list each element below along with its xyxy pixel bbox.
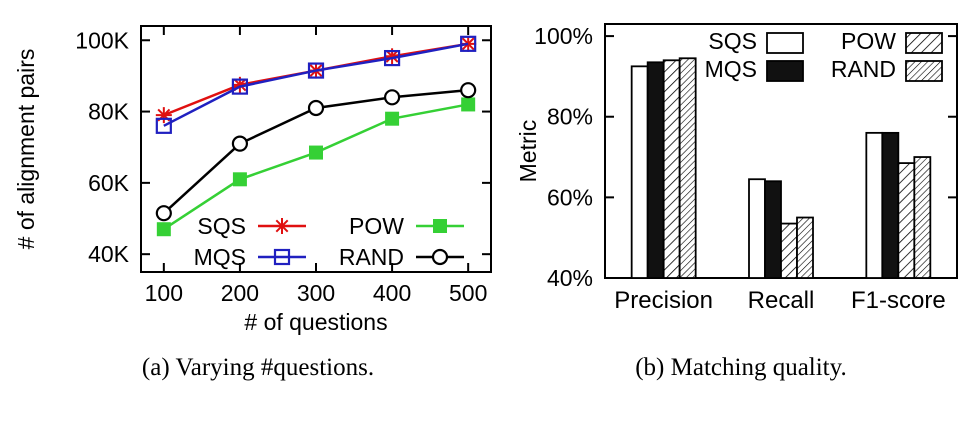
series-line bbox=[163, 42, 469, 127]
legend-label: MQS bbox=[194, 244, 246, 270]
legend-swatch bbox=[905, 32, 943, 54]
bar-chart-figure: 40% 60% 80% 100% Precision Recall F1-score SQS M… bbox=[510, 8, 972, 422]
line-chart-caption: (a) Varying #questions. bbox=[141, 354, 375, 381]
legend-entry-MQS: MQS bbox=[194, 244, 306, 270]
legend-entry-RAND: RAND bbox=[831, 56, 943, 82]
bar bbox=[913, 156, 932, 279]
axis-tick-labels: 100 200 300 400 500 40K 60K 80K 100K bbox=[75, 27, 487, 306]
y-tick-label: 40% bbox=[547, 265, 593, 291]
y-tick-label: 100% bbox=[534, 23, 593, 49]
bar bbox=[865, 131, 884, 279]
category-label: Precision bbox=[614, 287, 713, 314]
legend-label: SQS bbox=[708, 28, 757, 54]
open-square-marker bbox=[460, 35, 477, 52]
legend: SQS MQS POW RAND bbox=[194, 213, 464, 270]
filled-square-marker bbox=[156, 222, 171, 237]
filled-square-marker bbox=[385, 111, 400, 126]
open-circle-marker bbox=[460, 82, 477, 99]
y-axis-label: Metric bbox=[515, 120, 541, 183]
open-square-marker bbox=[273, 248, 291, 266]
bar bbox=[881, 131, 900, 279]
y-tick-label: 60K bbox=[88, 170, 130, 196]
bar bbox=[678, 57, 697, 279]
category-label: F1-score bbox=[851, 287, 946, 314]
axis-tick-labels: 40% 60% 80% 100% Precision Recall F1-score bbox=[534, 23, 946, 314]
line-chart-figure: 100 200 300 400 500 40K 60K 80K 100K SQS MQS POW RAN… bbox=[6, 8, 510, 422]
series-MQS bbox=[155, 35, 477, 134]
line-chart: 100 200 300 400 500 40K 60K 80K 100K SQS MQS POW RAN… bbox=[13, 25, 492, 335]
y-tick-label: 100K bbox=[75, 27, 129, 53]
open-square-marker bbox=[155, 117, 172, 134]
x-axis-label: # of questions bbox=[244, 309, 387, 335]
open-circle-marker bbox=[383, 89, 401, 106]
y-tick-label: 80% bbox=[547, 104, 593, 130]
bar bbox=[662, 59, 681, 279]
legend-swatch bbox=[766, 32, 804, 54]
bar bbox=[796, 216, 814, 279]
bar bbox=[764, 180, 782, 279]
star-marker bbox=[155, 107, 172, 124]
bars-POW bbox=[662, 59, 916, 279]
bar bbox=[748, 178, 766, 279]
axis-ticks bbox=[605, 35, 957, 279]
open-circle-marker bbox=[231, 135, 249, 152]
open-circle-marker bbox=[307, 99, 325, 117]
x-tick-label: 100 bbox=[145, 280, 183, 306]
legend-entry-RAND: RAND bbox=[339, 244, 464, 270]
star-marker bbox=[274, 218, 290, 234]
series-RAND bbox=[155, 82, 477, 222]
legend-label: RAND bbox=[339, 244, 404, 270]
x-tick-label: 400 bbox=[373, 280, 411, 306]
open-square-marker bbox=[231, 78, 249, 95]
y-axis-label: # of alignment pairs bbox=[13, 49, 39, 250]
bars-MQS bbox=[646, 61, 900, 279]
x-tick-label: 200 bbox=[221, 280, 259, 306]
legend-entry-SQS: SQS bbox=[197, 213, 306, 239]
legend-label: SQS bbox=[197, 213, 246, 239]
x-tick-label: 300 bbox=[297, 280, 335, 306]
open-square-marker bbox=[383, 49, 401, 67]
bars-RAND bbox=[678, 57, 932, 279]
x-tick-label: 500 bbox=[449, 280, 487, 306]
bar bbox=[630, 65, 649, 279]
legend-label: POW bbox=[841, 28, 896, 54]
open-square-marker bbox=[307, 62, 325, 79]
y-tick-label: 60% bbox=[547, 184, 593, 210]
open-circle-marker bbox=[155, 205, 172, 222]
legend-entry-MQS: MQS bbox=[705, 56, 804, 82]
legend-swatch bbox=[766, 60, 804, 82]
filled-square-marker bbox=[461, 97, 476, 112]
open-circle-marker bbox=[431, 248, 449, 266]
axis-ticks bbox=[141, 26, 491, 272]
bar-chart-caption: (b) Matching quality. bbox=[635, 354, 847, 381]
bar bbox=[897, 162, 916, 279]
filled-square-marker bbox=[309, 145, 323, 160]
series-POW bbox=[156, 97, 476, 237]
category-label: Recall bbox=[748, 287, 815, 314]
bar bbox=[646, 61, 665, 279]
filled-square-marker bbox=[433, 219, 447, 233]
legend-entry-POW: POW bbox=[349, 213, 464, 239]
y-tick-label: 40K bbox=[88, 241, 130, 267]
y-tick-label: 80K bbox=[88, 99, 130, 125]
legend-label: MQS bbox=[705, 56, 757, 82]
bar bbox=[780, 222, 798, 279]
legend-label: RAND bbox=[831, 56, 896, 82]
series-line bbox=[163, 103, 469, 231]
legend-label: POW bbox=[349, 213, 404, 239]
legend-entry-POW: POW bbox=[841, 28, 943, 54]
legend-swatch bbox=[905, 60, 943, 82]
bar-chart: 40%60%80%100%Precision Recall F1-scoreSQSM… bbox=[515, 23, 958, 314]
filled-square-marker bbox=[232, 172, 247, 187]
legend-entry-SQS: SQS bbox=[708, 28, 804, 54]
